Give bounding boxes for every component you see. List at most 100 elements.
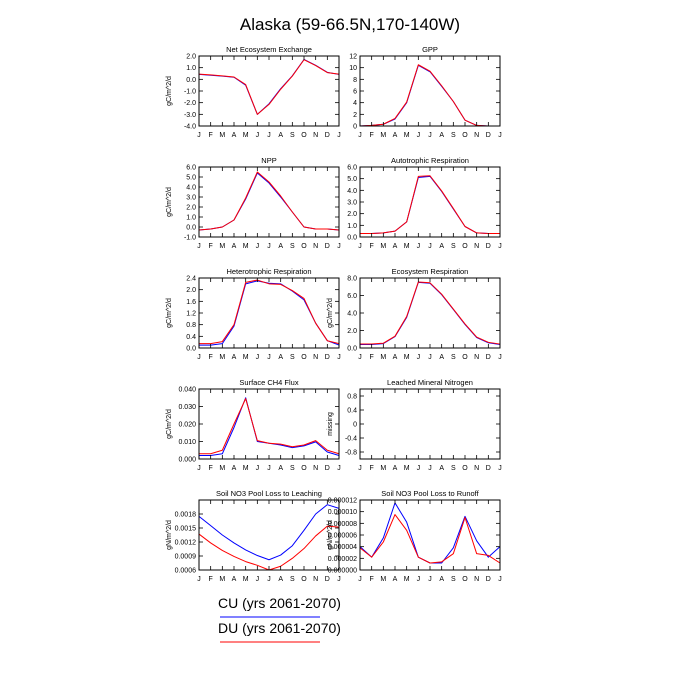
- x-tick-label: N: [474, 465, 479, 472]
- y-tick-label: 0.000006: [328, 533, 357, 540]
- x-tick-label: M: [404, 132, 410, 139]
- x-tick-label: N: [474, 354, 479, 361]
- y-tick-label: 2: [353, 112, 357, 119]
- x-tick-label: J: [337, 576, 341, 583]
- y-tick-label: 0.8: [186, 322, 196, 329]
- x-tick-label: M: [243, 132, 249, 139]
- y-tick-label: 2.0: [347, 328, 357, 335]
- x-tick-label: S: [451, 576, 456, 583]
- x-tick-label: J: [498, 132, 502, 139]
- panel-net-ecosystem-exchange: Net Ecosystem Exchange 2.0 1.0 0.0 -1.0 -2.0 -…: [166, 45, 341, 139]
- y-tick-label: -1.0: [184, 89, 196, 96]
- x-tick-label: A: [278, 576, 283, 583]
- x-tick-label: F: [209, 354, 213, 361]
- y-tick-label: 2.0: [186, 205, 196, 212]
- x-tick-label: S: [290, 576, 295, 583]
- x-tick-label: A: [232, 132, 237, 139]
- y-tick-label: -4.0: [184, 124, 196, 131]
- x-tick-label: M: [404, 243, 410, 250]
- x-tick-label: O: [462, 576, 468, 583]
- x-tick-label: J: [498, 576, 502, 583]
- x-tick-label: N: [474, 132, 479, 139]
- panel-title: Ecosystem Respiration: [392, 267, 469, 276]
- x-tick-label: J: [358, 354, 362, 361]
- x-tick-label: M: [404, 576, 410, 583]
- x-tick-label: J: [197, 465, 201, 472]
- x-tick-label: D: [325, 243, 330, 250]
- series-line-du: [198, 171, 340, 231]
- y-tick-label: 0.0006: [175, 568, 197, 575]
- x-tick-label: J: [417, 243, 421, 250]
- y-tick-label: 3.0: [186, 195, 196, 202]
- x-tick-label: O: [301, 465, 307, 472]
- series-line-du: [199, 398, 340, 455]
- x-tick-label: F: [370, 465, 374, 472]
- y-tick-label: 0.0015: [175, 526, 197, 533]
- x-tick-label: O: [462, 354, 468, 361]
- y-tick-label: 1.0: [186, 65, 196, 72]
- x-tick-label: D: [486, 465, 491, 472]
- x-tick-label: J: [256, 243, 260, 250]
- x-tick-label: N: [313, 354, 318, 361]
- series-line-du: [359, 64, 500, 127]
- x-tick-label: A: [439, 243, 444, 250]
- plot-frame: [359, 55, 501, 127]
- y-tick-label: 5.0: [347, 176, 357, 183]
- x-tick-label: O: [301, 243, 307, 250]
- y-tick-label: -3.0: [184, 112, 196, 119]
- y-tick-label: 6.0: [186, 165, 196, 172]
- y-tick-label: -2.0: [184, 100, 196, 107]
- y-tick-label: 0.4: [347, 408, 357, 415]
- x-tick-label: J: [417, 576, 421, 583]
- series-line-cu: [359, 64, 500, 127]
- y-tick-label: 6: [353, 89, 357, 96]
- panels: Net Ecosystem Exchange 2.0 1.0 0.0 -1.0 -2.0 -…: [166, 45, 502, 583]
- x-tick-label: A: [393, 465, 398, 472]
- x-tick-label: J: [267, 465, 271, 472]
- y-tick-label: 0.000010: [328, 509, 357, 516]
- series-line-du: [360, 175, 500, 234]
- panel-title: Heterotrophic Respiration: [226, 267, 311, 276]
- y-tick-label: 1.0: [347, 223, 357, 230]
- x-tick-label: J: [197, 243, 201, 250]
- y-tick-label: 0.4: [186, 334, 196, 341]
- x-tick-label: A: [232, 465, 237, 472]
- y-tick-label: 2.0: [186, 287, 196, 294]
- panel-title: Net Ecosystem Exchange: [226, 45, 312, 54]
- x-tick-label: A: [232, 576, 237, 583]
- x-tick-label: D: [325, 465, 330, 472]
- x-tick-label: F: [209, 243, 213, 250]
- x-tick-label: D: [486, 576, 491, 583]
- x-tick-label: A: [232, 243, 237, 250]
- y-tick-label: 0: [353, 422, 357, 429]
- y-tick-label: 10: [349, 65, 357, 72]
- x-tick-label: J: [358, 243, 362, 250]
- x-tick-label: J: [428, 132, 432, 139]
- x-tick-label: J: [358, 132, 362, 139]
- x-tick-label: J: [256, 354, 260, 361]
- x-tick-label: J: [498, 243, 502, 250]
- x-tick-label: S: [451, 465, 456, 472]
- x-tick-label: M: [243, 465, 249, 472]
- panel-heterotrophic-respiration: Heterotrophic Respiration 2.4 2.0 1.6 1.2 0.8…: [166, 267, 341, 361]
- panel-title: Autotrophic Respiration: [391, 156, 469, 165]
- x-tick-label: M: [404, 465, 410, 472]
- x-tick-label: F: [209, 132, 213, 139]
- y-tick-label: 0.000000: [328, 568, 357, 575]
- y-axis-label: gC/m^2/d: [166, 76, 173, 106]
- x-tick-label: A: [439, 465, 444, 472]
- x-tick-label: S: [290, 465, 295, 472]
- panel-autotrophic-respiration: Autotrophic Respiration 6.0 5.0 4.0 3.0 2.0 1.…: [347, 156, 501, 250]
- x-tick-label: S: [451, 243, 456, 250]
- x-tick-label: N: [313, 465, 318, 472]
- x-tick-label: S: [290, 132, 295, 139]
- y-tick-label: 4.0: [347, 188, 357, 195]
- y-axis-label: gN/m^2/d: [166, 520, 173, 550]
- y-tick-label: 0.040: [178, 387, 196, 394]
- plot-frame: [359, 166, 501, 238]
- x-tick-label: J: [358, 465, 362, 472]
- x-tick-label: A: [393, 243, 398, 250]
- x-tick-label: F: [370, 576, 374, 583]
- x-tick-label: J: [197, 354, 201, 361]
